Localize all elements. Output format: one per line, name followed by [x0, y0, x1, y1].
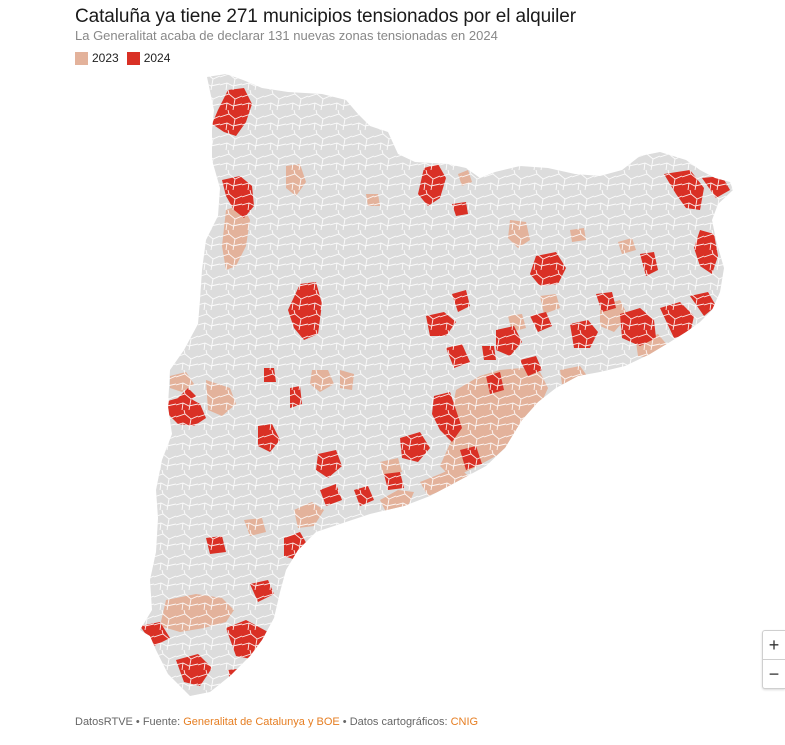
map-subtitle: La Generalitat acaba de declarar 131 nue… — [75, 28, 498, 43]
legend-item-2023: 2023 — [75, 51, 119, 65]
zone-baix-camp — [340, 536, 360, 554]
zone-llobregat — [540, 432, 566, 456]
legend-swatch-2023 — [75, 51, 88, 65]
zoom-in-button[interactable]: + — [768, 634, 780, 655]
municipality-boundaries — [140, 74, 733, 696]
legend-item-2024: 2024 — [126, 51, 171, 65]
footer-middle: • Datos cartográficos: — [339, 716, 451, 728]
source-link[interactable]: Generalitat de Catalunya y BOE — [183, 716, 340, 728]
legend-swatch-2024 — [126, 51, 140, 65]
catalonia-map[interactable] — [0, 70, 785, 710]
legend-label-2024: 2024 — [143, 51, 171, 65]
footer-prefix: DatosRTVE • Fuente: — [75, 716, 184, 728]
legend: 2023 2024 — [75, 51, 170, 65]
legend-label-2023: 2023 — [92, 51, 119, 65]
zoom-out-button[interactable]: − — [763, 659, 785, 688]
carto-link[interactable]: CNIG — [450, 716, 479, 728]
map[interactable] — [0, 70, 785, 710]
map-title: Cataluña ya tiene 271 municipios tension… — [75, 6, 576, 27]
source-footer: DatosRTVE • Fuente: Generalitat de Catal… — [75, 716, 478, 728]
zoom-control: + − — [762, 630, 785, 689]
